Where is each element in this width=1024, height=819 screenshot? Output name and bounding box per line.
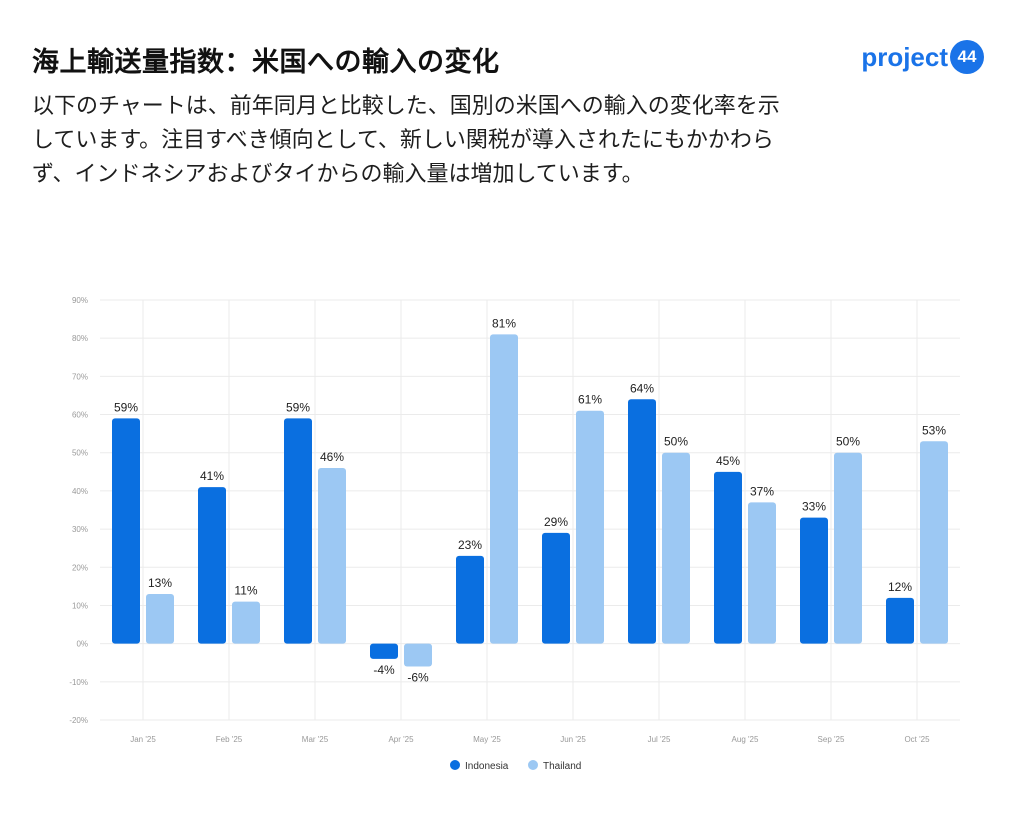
- legend-label: Thailand: [543, 761, 581, 772]
- data-label: 23%: [458, 538, 482, 552]
- bar-thailand: [920, 441, 948, 644]
- bar-thailand: [490, 334, 518, 644]
- data-label: 50%: [664, 435, 688, 449]
- bar-thailand: [834, 452, 862, 644]
- x-tick-label: Feb '25: [216, 735, 243, 744]
- x-tick-label: Jul '25: [648, 735, 671, 744]
- logo-badge: 44: [950, 40, 984, 74]
- y-tick-label: 0%: [76, 640, 88, 649]
- bar-indonesia: [800, 517, 828, 644]
- bar-thailand: [662, 452, 690, 644]
- data-label: 64%: [630, 381, 654, 395]
- x-tick-label: Apr '25: [388, 735, 414, 744]
- data-label: 46%: [320, 450, 344, 464]
- x-tick-label: May '25: [473, 735, 501, 744]
- bar-chart: 90% 80% 70% 60% 50% 40% 30% 20% 10% 0% -10% -20% 59%…: [69, 296, 960, 772]
- data-label: 13%: [148, 576, 172, 590]
- bar-indonesia: [542, 532, 570, 644]
- y-tick-label: -20%: [69, 716, 88, 725]
- bar-thailand: [748, 502, 776, 644]
- bar-thailand: [146, 594, 174, 644]
- bar-thailand: [576, 410, 604, 644]
- legend-swatch: [528, 760, 538, 770]
- bar-indonesia: [628, 399, 656, 644]
- project44-logo: project 44: [861, 40, 984, 74]
- bar-indonesia: [370, 643, 398, 659]
- data-label: 81%: [492, 316, 516, 330]
- chart-description: 以下のチャートは、前年同月と比較した、国別の米国への輸入の変化率を示しています。…: [32, 94, 780, 187]
- data-label: 59%: [286, 400, 310, 414]
- legend-label: Indonesia: [465, 761, 509, 772]
- bar-indonesia: [714, 471, 742, 644]
- y-tick-label: 90%: [72, 296, 88, 305]
- y-tick-label: 40%: [72, 487, 88, 496]
- data-label: -6%: [407, 671, 429, 685]
- y-tick-label: 20%: [72, 563, 88, 572]
- data-label: 12%: [888, 580, 912, 594]
- data-label: 37%: [750, 484, 774, 498]
- y-tick-label: -10%: [69, 678, 88, 687]
- bar-thailand: [318, 468, 346, 644]
- x-tick-label: Mar '25: [302, 735, 329, 744]
- legend-swatch: [450, 760, 460, 770]
- bar-thailand: [404, 643, 432, 667]
- y-tick-label: 10%: [72, 601, 88, 610]
- data-label: 59%: [114, 400, 138, 414]
- y-tick-label: 50%: [72, 449, 88, 458]
- page-title: 海上輸送量指数：米国への輸入の変化: [32, 47, 500, 78]
- x-tick-label: Oct '25: [904, 735, 930, 744]
- data-label: -4%: [373, 663, 395, 677]
- y-tick-label: 70%: [72, 372, 88, 381]
- data-label: 33%: [802, 500, 826, 514]
- data-label: 41%: [200, 469, 224, 483]
- x-tick-label: Jun '25: [560, 735, 586, 744]
- y-tick-label: 80%: [72, 334, 88, 343]
- bar-indonesia: [456, 555, 484, 644]
- bar-indonesia: [886, 597, 914, 644]
- data-label: 53%: [922, 423, 946, 437]
- data-label: 29%: [544, 515, 568, 529]
- data-label: 61%: [578, 393, 602, 407]
- x-tick-label: Sep '25: [818, 735, 845, 744]
- bar-indonesia: [198, 487, 226, 644]
- data-label: 50%: [836, 435, 860, 449]
- x-tick-label: Aug '25: [732, 735, 759, 744]
- bar-indonesia: [112, 418, 140, 644]
- y-tick-label: 60%: [72, 411, 88, 420]
- logo-text: project: [861, 41, 948, 72]
- data-label: 11%: [234, 584, 257, 598]
- bar-indonesia: [284, 418, 312, 644]
- data-label: 45%: [716, 454, 740, 468]
- bar-thailand: [232, 601, 260, 644]
- x-tick-label: Jan '25: [130, 735, 156, 744]
- y-tick-label: 30%: [72, 525, 88, 534]
